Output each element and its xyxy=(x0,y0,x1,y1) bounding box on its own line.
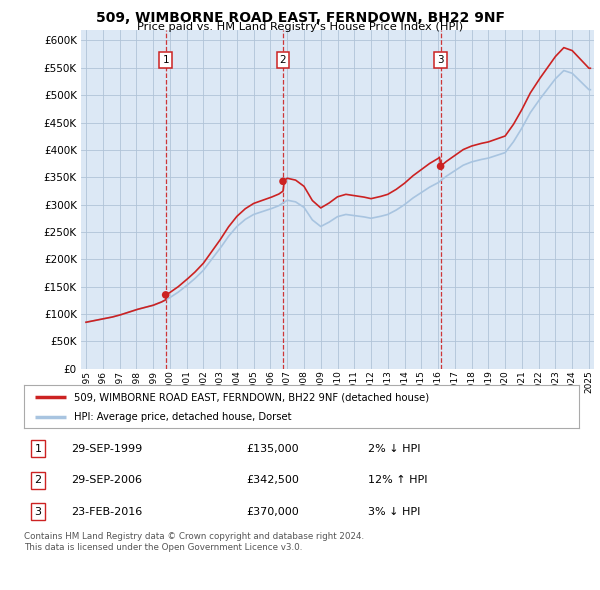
Text: HPI: Average price, detached house, Dorset: HPI: Average price, detached house, Dors… xyxy=(74,412,292,422)
Text: 3% ↓ HPI: 3% ↓ HPI xyxy=(368,507,421,517)
Text: 509, WIMBORNE ROAD EAST, FERNDOWN, BH22 9NF: 509, WIMBORNE ROAD EAST, FERNDOWN, BH22 … xyxy=(95,11,505,25)
Text: Contains HM Land Registry data © Crown copyright and database right 2024.
This d: Contains HM Land Registry data © Crown c… xyxy=(24,532,364,552)
Text: 1: 1 xyxy=(34,444,41,454)
Text: £135,000: £135,000 xyxy=(246,444,299,454)
Text: 12% ↑ HPI: 12% ↑ HPI xyxy=(368,476,428,485)
Point xyxy=(161,290,170,300)
Point xyxy=(436,162,445,171)
Text: 2: 2 xyxy=(280,55,286,65)
Text: 1: 1 xyxy=(163,55,169,65)
Text: £370,000: £370,000 xyxy=(246,507,299,517)
Text: 29-SEP-1999: 29-SEP-1999 xyxy=(71,444,142,454)
Text: 509, WIMBORNE ROAD EAST, FERNDOWN, BH22 9NF (detached house): 509, WIMBORNE ROAD EAST, FERNDOWN, BH22 … xyxy=(74,392,429,402)
Point xyxy=(278,176,288,186)
Text: 2% ↓ HPI: 2% ↓ HPI xyxy=(368,444,421,454)
Text: 3: 3 xyxy=(437,55,444,65)
Text: 29-SEP-2006: 29-SEP-2006 xyxy=(71,476,142,485)
Text: 23-FEB-2016: 23-FEB-2016 xyxy=(71,507,142,517)
Text: 2: 2 xyxy=(34,476,41,485)
Text: 3: 3 xyxy=(34,507,41,517)
Text: £342,500: £342,500 xyxy=(246,476,299,485)
Text: Price paid vs. HM Land Registry's House Price Index (HPI): Price paid vs. HM Land Registry's House … xyxy=(137,22,463,32)
